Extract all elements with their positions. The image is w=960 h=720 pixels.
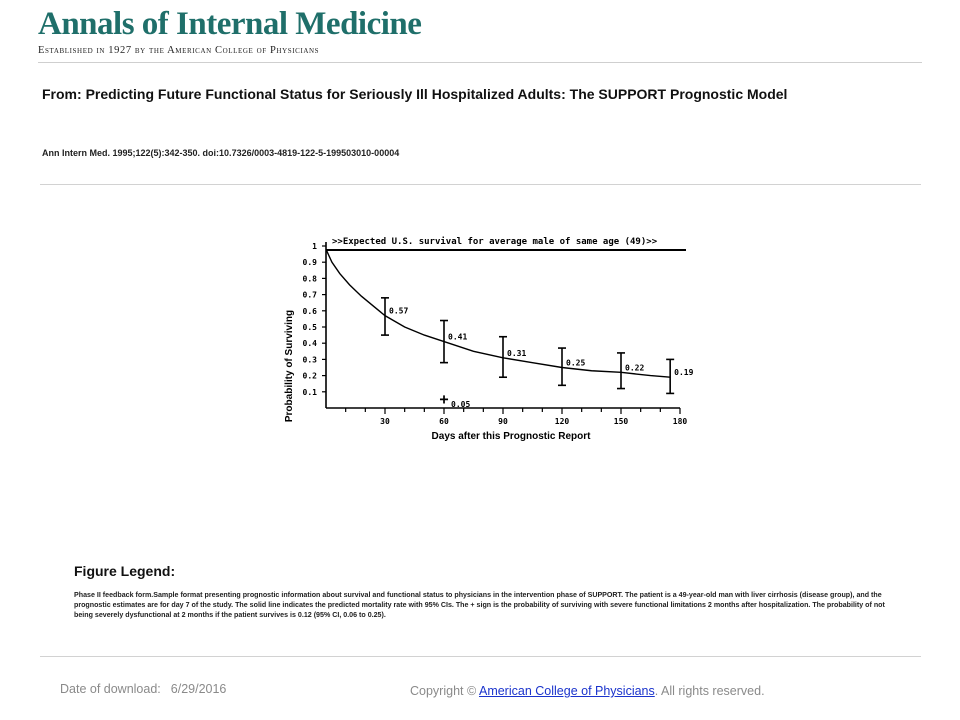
point-value-label: 0.25 (566, 359, 585, 368)
figure-legend-heading: Figure Legend: (74, 563, 176, 579)
copyright-prefix: Copyright © (410, 684, 477, 698)
x-tick-label: 120 (555, 417, 570, 426)
article-heading: From: Predicting Future Functional Statu… (42, 85, 852, 103)
x-tick-label: 30 (380, 417, 390, 426)
y-tick-label: 0.2 (303, 372, 318, 381)
acp-link[interactable]: American College of Physicians (478, 684, 655, 698)
y-tick-label: 0.5 (303, 323, 318, 332)
y-tick-label: 0.4 (303, 339, 318, 348)
figure-legend-body: Phase II feedback form.Sample format pre… (74, 591, 885, 619)
header-divider (38, 62, 922, 63)
axes: 30 60 90 120 150 180 0.1 0.2 0.3 0.4 0.5 0.6 0.7 0.8 0… (303, 242, 688, 426)
y-tick-label: 0.6 (303, 307, 318, 316)
journal-tagline: Established in 1927 by the American Coll… (38, 45, 320, 56)
x-axis-label: Days after this Prognostic Report (432, 431, 592, 442)
chart-marks: 0.57 0.41 0.31 0.25 0.22 0.19 + 0.05 (325, 248, 694, 409)
survival-curve (325, 248, 671, 378)
journal-logo: Annals of Internal Medicine (38, 6, 422, 42)
y-tick-label: 1 (312, 242, 317, 251)
point-value-label: 0.57 (389, 307, 408, 316)
point-value-label: 0.22 (625, 363, 644, 372)
download-info: Date of download: 6/29/2016 (60, 682, 226, 696)
article-citation: Ann Intern Med. 1995;122(5):342-350. doi… (42, 148, 400, 158)
journal-header: Annals of Internal Medicine Established … (0, 0, 960, 68)
point-value-label: 0.41 (448, 333, 467, 342)
download-label: Date of download: (60, 682, 161, 696)
point-value-label: 0.19 (674, 368, 693, 377)
download-date: 6/29/2016 (170, 682, 227, 696)
copyright-notice: Copyright © American College of Physicia… (410, 684, 765, 698)
point-value-label: 0.31 (507, 349, 526, 358)
bottom-divider (40, 656, 921, 657)
y-tick-label: 0.1 (303, 388, 318, 397)
y-tick-label: 0.7 (303, 291, 318, 300)
y-tick-label: 0.9 (303, 258, 318, 267)
chart-title: >>Expected U.S. survival for average mal… (332, 236, 658, 247)
top-divider (40, 184, 921, 185)
from-prefix: From: (42, 86, 82, 102)
y-tick-label: 0.8 (303, 274, 318, 283)
x-tick-label: 90 (498, 417, 508, 426)
functional-plus-marker: + (439, 390, 448, 408)
article-title: Predicting Future Functional Status for … (85, 86, 788, 102)
x-tick-label: 180 (673, 417, 688, 426)
y-axis-label: Probability of Surviving (284, 310, 295, 422)
y-tick-label: 0.3 (303, 355, 318, 364)
x-tick-label: 150 (614, 417, 629, 426)
functional-marker-label: 0.05 (451, 400, 470, 409)
survival-chart: >>Expected U.S. survival for average mal… (284, 236, 694, 442)
copyright-suffix: All rights reserved. (661, 684, 765, 698)
x-tick-label: 60 (439, 417, 449, 426)
